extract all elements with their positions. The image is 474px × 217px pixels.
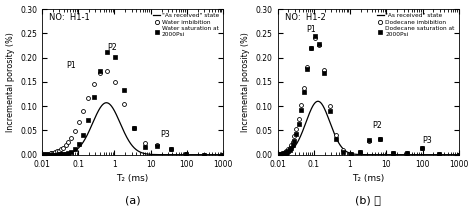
Text: NO:  H1-1: NO: H1-1 [49,13,90,22]
Text: P1: P1 [306,25,316,34]
Legend: "As received" state, Water imbibition, Water saturation at
2000Psi: "As received" state, Water imbibition, W… [152,12,220,38]
Legend: "As received" state, Dodecane imbibition, Dodecane saturation at
2000Psi: "As received" state, Dodecane imbibition… [375,12,456,38]
X-axis label: T₂ (ms): T₂ (ms) [117,174,149,183]
Y-axis label: Incremental porosity (%): Incremental porosity (%) [6,32,15,132]
X-axis label: T₂ (ms): T₂ (ms) [352,174,384,183]
Text: (b) 。: (b) 。 [355,196,381,205]
Y-axis label: Incremental porosity (%): Incremental porosity (%) [241,32,250,132]
Text: P2: P2 [107,43,117,52]
Text: P1: P1 [66,61,76,70]
Text: (a): (a) [125,196,140,205]
Text: P3: P3 [422,136,431,145]
Text: P2: P2 [372,121,382,130]
Text: NO:  H1-2: NO: H1-2 [285,13,326,22]
Text: P3: P3 [160,130,170,139]
